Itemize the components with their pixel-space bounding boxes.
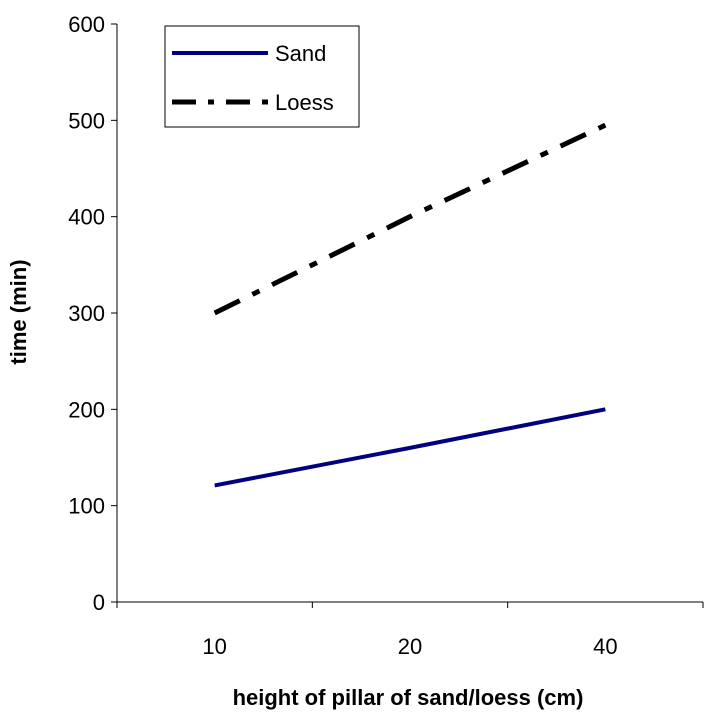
y-tick-label: 100 — [68, 494, 105, 519]
y-tick-label: 300 — [68, 301, 105, 326]
y-tick-label: 0 — [93, 590, 105, 615]
x-tick-label: 20 — [398, 634, 422, 659]
series-line-sand — [214, 407, 606, 488]
x-tick-label: 10 — [202, 634, 226, 659]
legend-box — [164, 25, 360, 128]
series-layer — [213, 122, 607, 488]
x-tick-label: 40 — [593, 634, 617, 659]
y-tick-label: 200 — [68, 397, 105, 422]
series-line-loess — [213, 122, 607, 316]
legend: Sand Loess — [164, 25, 360, 128]
y-axis-title: time (min) — [6, 259, 31, 364]
y-tick-label: 400 — [68, 205, 105, 230]
x-axis-title: height of pillar of sand/loess (cm) — [233, 685, 584, 710]
y-tick-label: 500 — [68, 108, 105, 133]
x-axis-ticks: 10 20 40 — [116, 602, 704, 659]
y-tick-label: 600 — [68, 12, 105, 37]
y-axis-ticks: 0 100 200 300 400 500 600 — [68, 12, 117, 615]
legend-label-loess: Loess — [275, 90, 334, 115]
legend-label-sand: Sand — [275, 41, 326, 66]
